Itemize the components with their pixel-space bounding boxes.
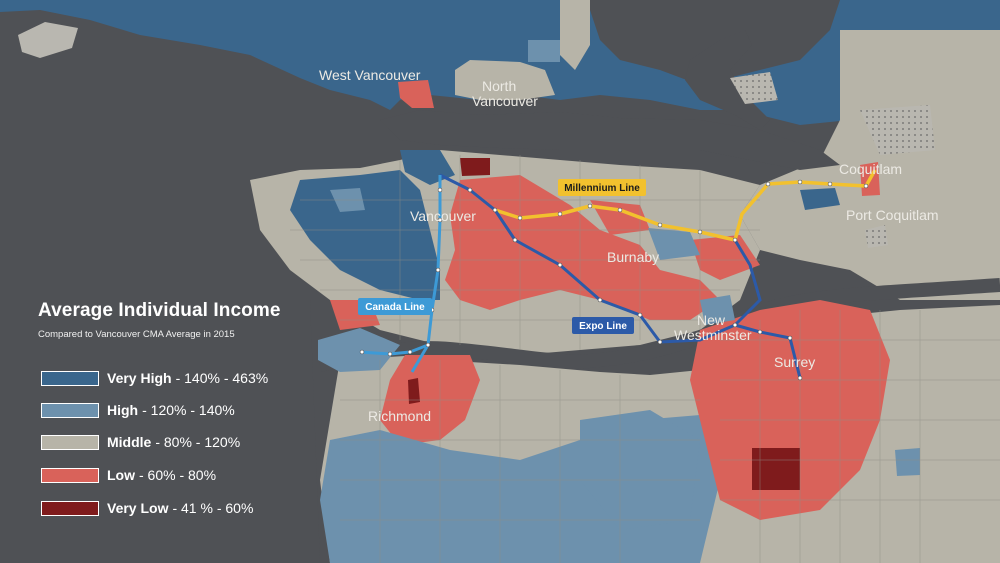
surrey-high-patch: [895, 448, 920, 476]
legend: Average Individual Income Compared to Va…: [38, 300, 338, 516]
legend-item-high: High - 120% - 140%: [41, 400, 235, 420]
dotted-park-1: [730, 72, 778, 104]
canada-line[interactable]: [359, 175, 442, 373]
legend-swatch: [41, 402, 99, 418]
richmond-very-low: [408, 378, 420, 404]
north-shore-red-patch: [398, 80, 434, 108]
label-port-coquitlam: Port Coquitlam: [846, 207, 939, 223]
mainland-water: [0, 300, 320, 563]
label-burnaby: Burnaby: [607, 249, 659, 265]
legend-item-middle: Middle - 80% - 120%: [41, 432, 240, 452]
legend-title: Average Individual Income: [38, 300, 281, 321]
label-coquitlam: Coquitlam: [839, 161, 902, 177]
legend-swatch: [41, 467, 99, 483]
transit-stations: [359, 179, 869, 381]
burnaby-red-east: [690, 235, 760, 280]
legend-range: - 140% - 463%: [175, 370, 269, 386]
east-vancouver-low: [445, 175, 720, 320]
label-vancouver: Vancouver: [410, 208, 476, 224]
legend-swatch: [41, 434, 99, 450]
legend-category: Very High: [107, 370, 172, 386]
north-vancouver-middle: [455, 60, 555, 100]
sea-island: [318, 328, 400, 372]
vancouver-westside-very-high: [290, 170, 440, 300]
dotted-park-3: [865, 225, 888, 248]
legend-category: High: [107, 402, 139, 418]
burrard-inlet: [380, 110, 840, 170]
legend-range: - 120% - 140%: [142, 402, 235, 418]
legend-range: - 41 % - 60%: [172, 500, 254, 516]
label-new-westminster-2: Westminster: [674, 327, 752, 343]
legend-item-very-low: Very Low - 41 % - 60%: [41, 498, 253, 518]
legend-item-very-high: Very High - 140% - 463%: [41, 368, 268, 388]
label-north-vancouver-1: North: [482, 78, 516, 94]
label-north-vancouver-2: Vancouver: [472, 93, 538, 109]
north-shore-middle-strip: [560, 0, 590, 70]
millennium-line[interactable]: [494, 169, 877, 242]
new-westminster-high: [700, 295, 735, 325]
coquitlam-blue-patch: [800, 188, 840, 210]
downtown-red: [460, 158, 490, 176]
legend-item-low: Low - 60% - 80%: [41, 465, 216, 485]
island: [18, 22, 78, 58]
burnaby-lake: [648, 228, 700, 260]
inlet-water: [685, 30, 770, 130]
north-shore-high-patch: [528, 40, 560, 62]
label-richmond: Richmond: [368, 408, 431, 424]
road-grid: [290, 155, 1000, 563]
legend-swatch: [41, 500, 99, 516]
legend-range: - 80% - 120%: [155, 434, 241, 450]
legend-swatch: [41, 370, 99, 386]
fraser-river: [318, 278, 1000, 372]
expo-line-label: Expo Line: [572, 317, 634, 334]
canada-line-label: Canada Line: [358, 298, 432, 315]
legend-subtitle: Compared to Vancouver CMA Average in 201…: [38, 329, 235, 340]
legend-category: Middle: [107, 434, 152, 450]
millennium-line-label: Millennium Line: [558, 179, 646, 196]
dotted-park-2: [860, 105, 935, 155]
legend-category: Low: [107, 467, 135, 483]
svg-text:Millennium Line: Millennium Line: [564, 183, 640, 194]
svg-text:Canada Line: Canada Line: [365, 302, 425, 313]
legend-category: Very Low: [107, 500, 169, 516]
legend-range: - 60% - 80%: [139, 467, 217, 483]
label-west-vancouver: West Vancouver: [319, 67, 421, 83]
label-surrey: Surrey: [774, 354, 815, 370]
svg-text:Expo Line: Expo Line: [579, 321, 627, 332]
label-new-westminster-1: New: [697, 312, 726, 328]
surrey-very-low: [752, 448, 800, 490]
